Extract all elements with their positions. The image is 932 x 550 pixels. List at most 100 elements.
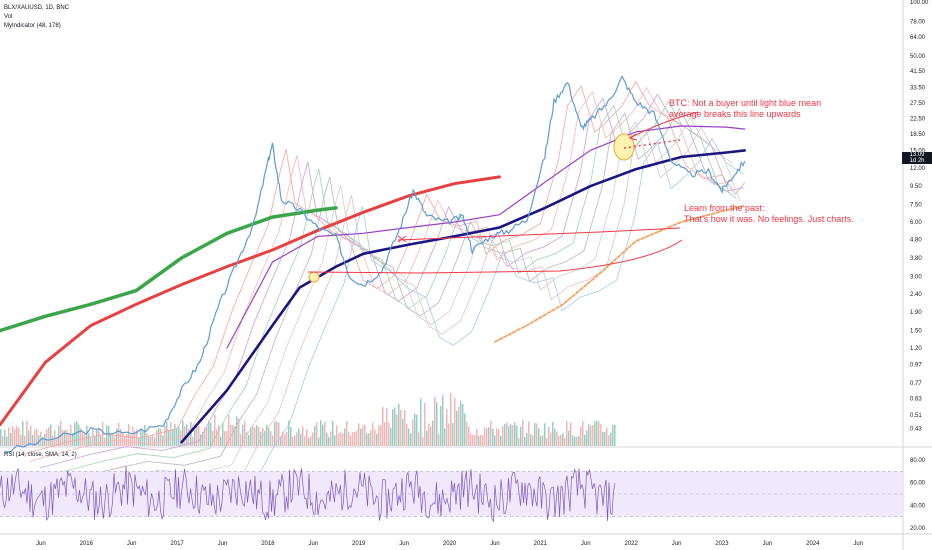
time-tick-label: 2024 [806, 541, 820, 547]
volume-bar [42, 436, 44, 446]
ribbon-ma-line [61, 108, 730, 484]
volume-bar [224, 431, 226, 446]
volume-bar [288, 420, 290, 446]
volume-bar [188, 428, 190, 446]
volume-bar [244, 420, 246, 446]
volume-bar [204, 428, 206, 446]
orange-ma-line [494, 204, 746, 343]
volume-bar [20, 434, 22, 446]
volume-bar [34, 429, 36, 446]
volume-bar [566, 420, 568, 446]
price-line [4, 75, 746, 454]
price-tick-label: 0.43 [910, 426, 922, 432]
volume-bar [384, 422, 386, 446]
volume-bar [54, 429, 56, 446]
volume-bar [398, 403, 400, 446]
volume-bar [450, 392, 452, 446]
volume-bar [258, 427, 260, 446]
volume-bar [512, 425, 514, 446]
price-tick-label: 27.50 [910, 101, 926, 107]
volume-bar [178, 426, 180, 446]
volume-bar [546, 437, 548, 446]
volume-bar [218, 424, 220, 446]
volume-bar [150, 436, 152, 446]
volume-bar [366, 433, 368, 446]
volume-bar [380, 424, 382, 446]
volume-bar [158, 428, 160, 446]
price-tick-label: 64.00 [910, 35, 926, 41]
volume-bar [48, 427, 50, 446]
volume-bar [40, 431, 42, 446]
highlight-circle [308, 271, 320, 283]
time-tick-label: 2021 [534, 541, 548, 547]
volume-bar [532, 435, 534, 446]
price-tick-label: 22.50 [910, 117, 926, 123]
volume-bar [600, 424, 602, 446]
volume-bar [346, 421, 348, 446]
volume-bar [194, 429, 196, 446]
volume-bar [520, 426, 522, 446]
ribbon-ma-line [28, 86, 733, 462]
volume-bar [310, 436, 312, 446]
volume-bar [242, 424, 244, 446]
rsi-label[interactable]: RSI (14, close, SMA, 14, 2) [4, 452, 77, 458]
indicator-label[interactable]: MyIndicator (48, 178) [4, 23, 61, 29]
volume-bar [472, 435, 474, 446]
axes: 100.00 78.00 64.00 50.00 41.50 33.50 27.50 22.5… [36, 0, 929, 547]
volume-bar [334, 435, 336, 446]
volume-bar [94, 436, 96, 446]
volume-bar [330, 431, 332, 446]
volume-bar [52, 435, 54, 446]
price-tick-label: 0.77 [910, 381, 922, 387]
volume-bar [446, 408, 448, 446]
price-tick-label: 12.00 [910, 166, 926, 172]
volume-bar [274, 421, 276, 446]
price-tick-label: 33.50 [910, 86, 926, 92]
volume-bar [430, 426, 432, 446]
volume-bar [292, 437, 294, 446]
volume-bar [396, 414, 398, 446]
annotation-drawings [307, 111, 699, 283]
volume-bar [156, 430, 158, 446]
volume-bar [514, 422, 516, 446]
volume-bar [134, 430, 136, 446]
volume-bar [586, 430, 588, 446]
ribbon-ma-line [39, 93, 744, 469]
volume-bar [226, 430, 228, 446]
volume-bar [2, 435, 4, 446]
symbol-label[interactable]: BLX/XAUUSD, 1D, BNC [4, 5, 70, 11]
volume-bar [468, 426, 470, 446]
volume-bar [176, 428, 178, 446]
rsi-tick-label: 20.00 [910, 526, 926, 532]
volume-bar [32, 434, 34, 446]
volume-bar [542, 435, 544, 446]
volume-bar [438, 433, 440, 446]
volume-bar [562, 433, 564, 446]
volume-bar [28, 430, 30, 446]
volume-bar [44, 433, 46, 446]
volume-bar [508, 426, 510, 446]
volume-bar [88, 433, 90, 446]
price-series-line [4, 75, 746, 454]
volume-bar [66, 429, 68, 446]
volume-bar [502, 426, 504, 446]
volume-bar [190, 422, 192, 446]
volume-bar [148, 436, 150, 446]
time-tick-label: 2018 [261, 541, 275, 547]
volume-bar [26, 420, 28, 446]
volume-bar [362, 425, 364, 446]
volume-bar [364, 424, 366, 446]
volume-bar [564, 437, 566, 446]
volume-bar [180, 430, 182, 446]
volume-label[interactable]: Vol [4, 14, 13, 20]
time-tick-label: Jun [127, 541, 137, 547]
volume-bar [16, 425, 18, 446]
volume-bar [492, 428, 494, 446]
x-mark [397, 235, 407, 243]
price-tick-label: 50.00 [910, 54, 926, 60]
volume-bar [470, 433, 472, 446]
volume-bar [560, 434, 562, 446]
volume-bar [228, 414, 230, 446]
volume-bar [480, 434, 482, 446]
